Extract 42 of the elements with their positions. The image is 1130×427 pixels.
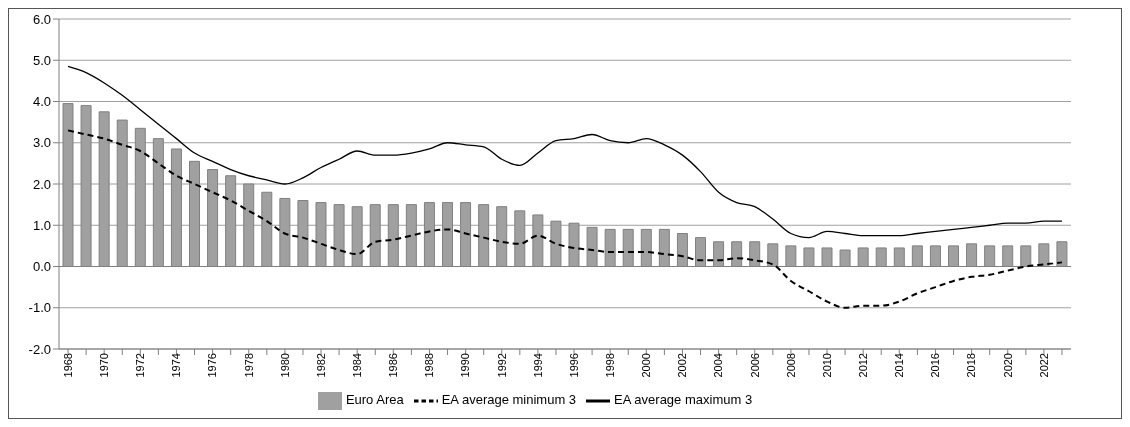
x-tick-label: 1988 [423,353,436,378]
x-tick-label: 2014 [893,353,906,378]
x-tick-label: 2022 [1037,353,1050,378]
y-tick-label: 4.0 [32,94,51,110]
x-tick-label: 2002 [676,353,689,378]
y-tick-label: 5.0 [32,52,51,68]
x-tick-label: 1990 [459,353,472,378]
x-tick-label: 2008 [784,353,797,378]
y-tick-label: 6.0 [32,11,51,27]
legend-label: Euro Area [345,392,404,408]
x-tick-label: 2018 [965,353,978,378]
x-tick-label: 1994 [531,353,544,378]
x-tick-label: 1980 [278,353,291,378]
x-tick-label: 1996 [567,353,580,378]
x-tick-label: 1974 [170,353,183,378]
legend-label: EA average maximum 3 [614,392,753,408]
x-tick-label: 1978 [242,353,255,378]
x-tick-label: 2020 [1001,353,1014,378]
y-tick-label: 2.0 [32,176,51,192]
x-tick-label: 1970 [97,353,110,378]
legend-label: EA average minimum 3 [441,392,577,408]
y-tick-label: -2.0 [28,341,51,357]
x-tick-label: 2016 [929,353,942,378]
y-tick-label: 0.0 [32,259,51,275]
x-tick-label: 1984 [350,353,363,378]
y-tick-label: -1.0 [28,300,51,316]
x-tick-label: 1986 [387,353,400,378]
x-tick-label: 2006 [748,353,761,378]
line-series [67,129,1063,309]
x-tick-label: 1976 [206,353,219,378]
x-tick-label: 2000 [640,353,653,378]
x-tick-label: 1992 [495,353,508,378]
x-tick-label: 1998 [603,353,616,378]
x-tick-label: 1982 [314,353,327,378]
x-tick-label: 2010 [820,353,833,378]
x-tick-label: 1972 [134,353,147,378]
line-series [67,65,1063,239]
x-tick-label: 2012 [856,353,869,378]
x-tick-label: 1968 [61,353,74,378]
x-tick-label: 2004 [712,353,725,378]
y-tick-label: 3.0 [32,135,51,151]
y-tick-label: 1.0 [32,217,51,233]
